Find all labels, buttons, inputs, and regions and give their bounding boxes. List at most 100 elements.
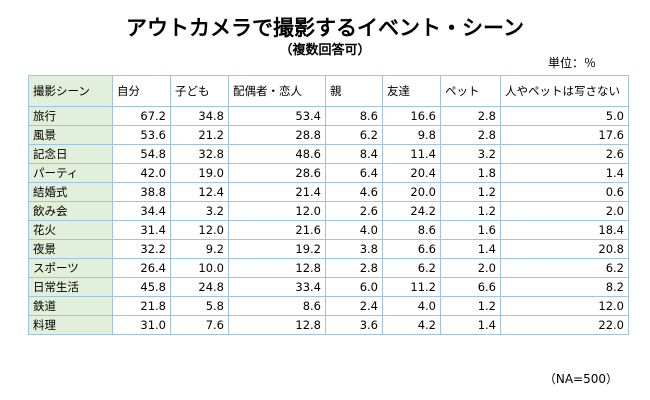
table-cell: 11.2 — [382, 277, 441, 297]
column-header: 子ども — [170, 75, 229, 107]
subtitle: （複数回答可） — [279, 43, 371, 58]
table-cell: 21.4 — [228, 182, 326, 202]
table-cell: 8.4 — [325, 144, 383, 164]
column-header: ペット — [440, 75, 501, 107]
table-cell: 48.6 — [228, 144, 326, 164]
row-header: 記念日 — [28, 144, 113, 164]
table-cell: 2.4 — [325, 296, 383, 316]
table-cell: 2.6 — [325, 201, 383, 221]
table-cell: 8.6 — [382, 220, 441, 240]
table-cell: 11.4 — [382, 144, 441, 164]
table-cell: 5.8 — [170, 296, 229, 316]
table-cell: 4.6 — [325, 182, 383, 202]
row-header: 日常生活 — [28, 277, 113, 297]
column-header: 人やペットは写さない — [500, 75, 629, 107]
table-row: 日常生活 45.8 24.8 33.4 6.0 11.2 6.6 8.2 — [28, 277, 629, 297]
table-cell: 16.6 — [382, 106, 441, 126]
table-cell: 9.2 — [170, 239, 229, 259]
table-row: 旅行 67.2 34.8 53.4 8.6 16.6 2.8 5.0 — [28, 106, 629, 126]
table-cell: 31.0 — [112, 315, 171, 335]
table-cell: 32.8 — [170, 144, 229, 164]
table-cell: 12.0 — [500, 296, 629, 316]
table-cell: 0.6 — [500, 182, 629, 202]
table-cell: 10.0 — [170, 258, 229, 278]
table-cell: 4.2 — [382, 315, 441, 335]
table-row: 夜景 32.2 9.2 19.2 3.8 6.6 1.4 20.8 — [28, 239, 629, 259]
table-cell: 42.0 — [112, 163, 171, 183]
table-cell: 17.6 — [500, 125, 629, 145]
table-row: 鉄道 21.8 5.8 8.6 2.4 4.0 1.2 12.0 — [28, 296, 629, 316]
table-cell: 8.6 — [325, 106, 383, 126]
row-header: 鉄道 — [28, 296, 113, 316]
table-cell: 3.2 — [440, 144, 501, 164]
column-header: 自分 — [112, 75, 171, 107]
table-cell: 20.8 — [500, 239, 629, 259]
table-cell: 1.4 — [440, 239, 501, 259]
table-cell: 1.2 — [440, 296, 501, 316]
table-cell: 6.6 — [440, 277, 501, 297]
column-header: 友達 — [382, 75, 441, 107]
table-row: 風景 53.6 21.2 28.8 6.2 9.8 2.8 17.6 — [28, 125, 629, 145]
table-cell: 21.8 — [112, 296, 171, 316]
table-cell: 1.4 — [500, 163, 629, 183]
header-row: 撮影シーン 自分 子ども 配偶者・恋人親友達 ペット 人やペットは写さない — [28, 75, 629, 107]
row-header: 旅行 — [28, 106, 113, 126]
table-cell: 24.8 — [170, 277, 229, 297]
row-header: 風景 — [28, 125, 113, 145]
table-cell: 1.4 — [440, 315, 501, 335]
table-cell: 54.8 — [112, 144, 171, 164]
table-cell: 24.2 — [382, 201, 441, 221]
table-cell: 6.2 — [382, 258, 441, 278]
table-cell: 2.8 — [440, 125, 501, 145]
sample-note: （NA=500） — [543, 372, 618, 386]
column-header: 親 — [325, 75, 383, 107]
row-header: 夜景 — [28, 239, 113, 259]
table-cell: 28.6 — [228, 163, 326, 183]
table-cell: 2.8 — [440, 106, 501, 126]
table-cell: 8.2 — [500, 277, 629, 297]
row-header: 花火 — [28, 220, 113, 240]
table-cell: 31.4 — [112, 220, 171, 240]
table-cell: 1.8 — [440, 163, 501, 183]
table-cell: 45.8 — [112, 277, 171, 297]
table-cell: 3.8 — [325, 239, 383, 259]
unit-label: 単位：％ — [547, 56, 596, 70]
table-cell: 4.0 — [382, 296, 441, 316]
table-cell: 12.8 — [228, 315, 326, 335]
table-cell: 6.2 — [325, 125, 383, 145]
table-cell: 12.4 — [170, 182, 229, 202]
table-cell: 3.6 — [325, 315, 383, 335]
table-row: スポーツ 26.4 10.0 12.8 2.8 6.2 2.0 6.2 — [28, 258, 629, 278]
table-cell: 67.2 — [112, 106, 171, 126]
table-cell: 2.0 — [440, 258, 501, 278]
table-cell: 8.6 — [228, 296, 326, 316]
table-row: 記念日 54.8 32.8 48.6 8.4 11.4 3.2 2.6 — [28, 144, 629, 164]
table-cell: 21.2 — [170, 125, 229, 145]
table-row: 結婚式 38.8 12.4 21.4 4.6 20.0 1.2 0.6 — [28, 182, 629, 202]
table-cell: 3.2 — [170, 201, 229, 221]
table-cell: 7.6 — [170, 315, 229, 335]
table-cell: 19.2 — [228, 239, 326, 259]
table-cell: 20.0 — [382, 182, 441, 202]
table-cell: 2.8 — [325, 258, 383, 278]
column-header: 配偶者・恋人 — [228, 75, 326, 107]
row-header: 料理 — [28, 315, 113, 335]
table-cell: 28.8 — [228, 125, 326, 145]
table-cell: 12.0 — [228, 201, 326, 221]
table-cell: 21.6 — [228, 220, 326, 240]
table-cell: 19.0 — [170, 163, 229, 183]
table-cell: 26.4 — [112, 258, 171, 278]
table-cell: 5.0 — [500, 106, 629, 126]
table-cell: 2.6 — [500, 144, 629, 164]
table-cell: 32.2 — [112, 239, 171, 259]
table-cell: 22.0 — [500, 315, 629, 335]
title: アウトカメラで撮影するイベント・シーン — [126, 16, 524, 40]
data-table: 撮影シーン 自分 子ども 配偶者・恋人親友達 ペット 人やペットは写さない 旅行 67.2 34… — [28, 75, 629, 335]
table-cell: 1.2 — [440, 182, 501, 202]
table-cell: 12.8 — [228, 258, 326, 278]
table-row: パーティ 42.0 19.0 28.6 6.4 20.4 1.8 1.4 — [28, 163, 629, 183]
table-cell: 34.4 — [112, 201, 171, 221]
row-header: スポーツ — [28, 258, 113, 278]
table-row: 料理 31.0 7.6 12.8 3.6 4.2 1.4 22.0 — [28, 315, 629, 335]
